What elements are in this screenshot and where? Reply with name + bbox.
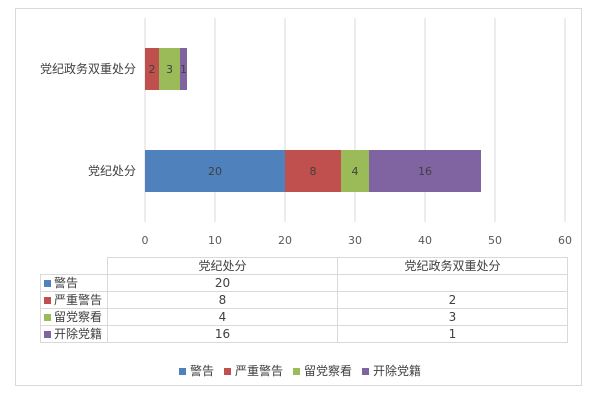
legend-swatch (44, 280, 51, 287)
table-cell: 2 (337, 291, 568, 309)
legend-label: 警告 (189, 364, 214, 378)
x-tick-label: 60 (558, 234, 572, 247)
series-name: 严重警告 (54, 293, 103, 307)
bar-data-label: 3 (166, 63, 173, 76)
table-row-header: 留党察看 (40, 308, 108, 326)
x-tick-label: 20 (278, 234, 292, 247)
table-cell: 1 (337, 325, 568, 343)
chart-plot: 0 10 20 30 40 50 60 党纪处分 20 8 4 16 党纪政务双重处分 2 3 1 (40, 18, 572, 247)
legend-label: 开除党籍 (373, 364, 422, 378)
bar-data-label: 1 (180, 63, 187, 76)
table-cell: 16 (107, 325, 338, 343)
table-cell: 20 (107, 274, 338, 292)
x-tick-label: 40 (418, 234, 432, 247)
table-column-header: 党纪处分 (107, 257, 338, 275)
bar-data-label: 4 (352, 165, 359, 178)
table-row: 开除党籍 16 1 (40, 325, 568, 343)
bar-data-label: 2 (149, 63, 156, 76)
legend: 警告 严重警告 留党察看 开除党籍 (0, 362, 600, 379)
x-tick-label: 30 (348, 234, 362, 247)
table-cell: 3 (337, 308, 568, 326)
series-name: 警告 (54, 276, 79, 290)
legend-swatch (44, 331, 51, 338)
bar-segment (369, 150, 481, 192)
table-row-header: 严重警告 (40, 291, 108, 309)
table-row-header: 开除党籍 (40, 325, 108, 343)
legend-item: 严重警告 (223, 362, 283, 379)
table-row: 警告 20 (40, 274, 568, 292)
legend-swatch (178, 368, 186, 375)
legend-item: 开除党籍 (362, 362, 421, 379)
table-corner (40, 257, 108, 275)
data-table: 党纪处分 党纪政务双重处分 警告 20 严重警告 8 2 留党察看 4 3 开除党籍 16 1 (40, 257, 568, 343)
table-cell (337, 274, 568, 292)
table-row: 留党察看 4 3 (40, 308, 568, 326)
legend-swatch (223, 368, 231, 375)
table-row-header: 警告 (40, 274, 108, 292)
table-cell: 8 (107, 291, 338, 309)
legend-item: 留党察看 (293, 362, 352, 379)
bar-data-label: 8 (310, 165, 317, 178)
legend-swatch (44, 314, 51, 321)
series-name: 留党察看 (54, 310, 103, 324)
bar-segment (145, 150, 285, 192)
bar-segment (285, 150, 341, 192)
bar-segment (145, 48, 159, 90)
legend-label: 留党察看 (304, 364, 353, 378)
legend-item: 警告 (178, 362, 214, 379)
table-header-row: 党纪处分 党纪政务双重处分 (40, 257, 568, 275)
x-tick-label: 0 (142, 234, 149, 247)
category-label: 党纪处分 (88, 163, 136, 178)
series-name: 开除党籍 (54, 327, 103, 341)
legend-swatch (362, 368, 370, 375)
legend-swatch (293, 368, 300, 375)
bar-data-label: 20 (208, 165, 222, 178)
x-tick-label: 10 (208, 234, 222, 247)
bar-segment (180, 48, 187, 90)
legend-label: 严重警告 (234, 364, 283, 378)
bar-segment (159, 48, 180, 90)
bar-data-label: 16 (418, 165, 432, 178)
table-row: 严重警告 8 2 (40, 291, 568, 309)
table-cell: 4 (107, 308, 338, 326)
bar-segment (341, 150, 369, 192)
legend-swatch (44, 297, 51, 304)
x-tick-label: 50 (488, 234, 502, 247)
table-column-header: 党纪政务双重处分 (337, 257, 568, 275)
category-label: 党纪政务双重处分 (40, 61, 136, 76)
